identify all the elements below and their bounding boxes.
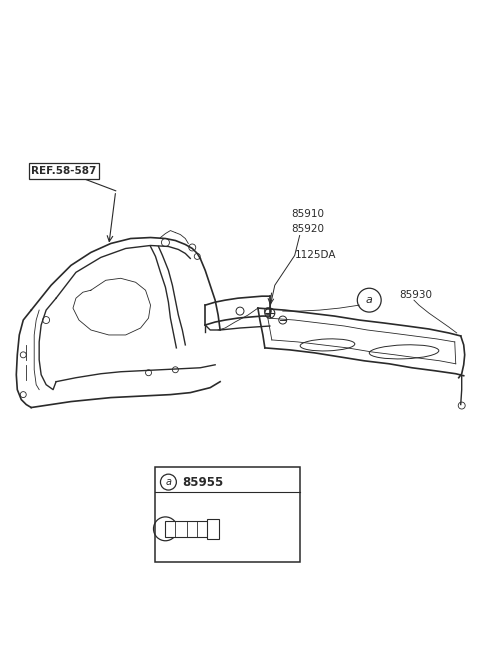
Text: a: a — [366, 295, 372, 305]
Text: 1125DA: 1125DA — [295, 251, 336, 260]
Text: REF.58-587: REF.58-587 — [31, 166, 96, 176]
Bar — [166, 521, 210, 537]
Bar — [156, 467, 300, 562]
Text: a: a — [166, 477, 171, 487]
Bar — [207, 519, 219, 539]
Text: 85955: 85955 — [182, 476, 224, 489]
Text: 85920: 85920 — [292, 224, 324, 234]
Text: 85930: 85930 — [399, 290, 432, 300]
Text: 85910: 85910 — [292, 209, 324, 218]
